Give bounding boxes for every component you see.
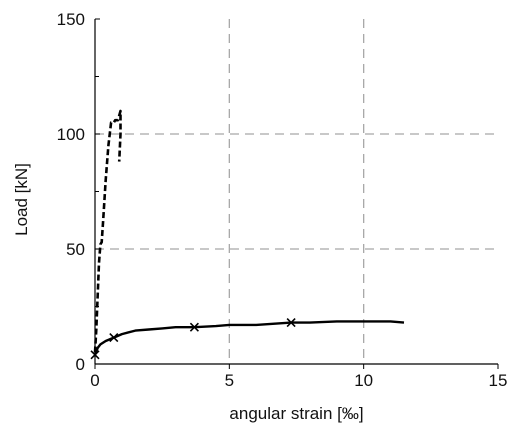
x-tick-label-10: 10 [354, 371, 373, 390]
y-tick-label-100: 100 [57, 125, 85, 144]
y-axis-label: Load [kN] [12, 163, 31, 236]
series-2-marker-4 [286, 318, 296, 328]
grid-lines [95, 19, 498, 364]
series-2-marker-2 [109, 332, 119, 343]
series-group [90, 109, 405, 360]
series-2-marker-3 [189, 322, 199, 332]
series-2-marker-1 [90, 350, 100, 360]
series-line-2 [93, 320, 405, 356]
x-tick-label-5: 5 [225, 371, 234, 390]
y-tick-label-50: 50 [66, 240, 85, 259]
axis-ticks [94, 18, 499, 369]
x-axis-label: angular strain [‰] [229, 404, 363, 423]
x-tick-label-0: 0 [90, 371, 99, 390]
series-line-1 [93, 109, 122, 353]
y-tick-label-0: 0 [76, 355, 85, 374]
y-tick-label-150: 150 [57, 10, 85, 29]
x-tick-label-15: 15 [489, 371, 508, 390]
